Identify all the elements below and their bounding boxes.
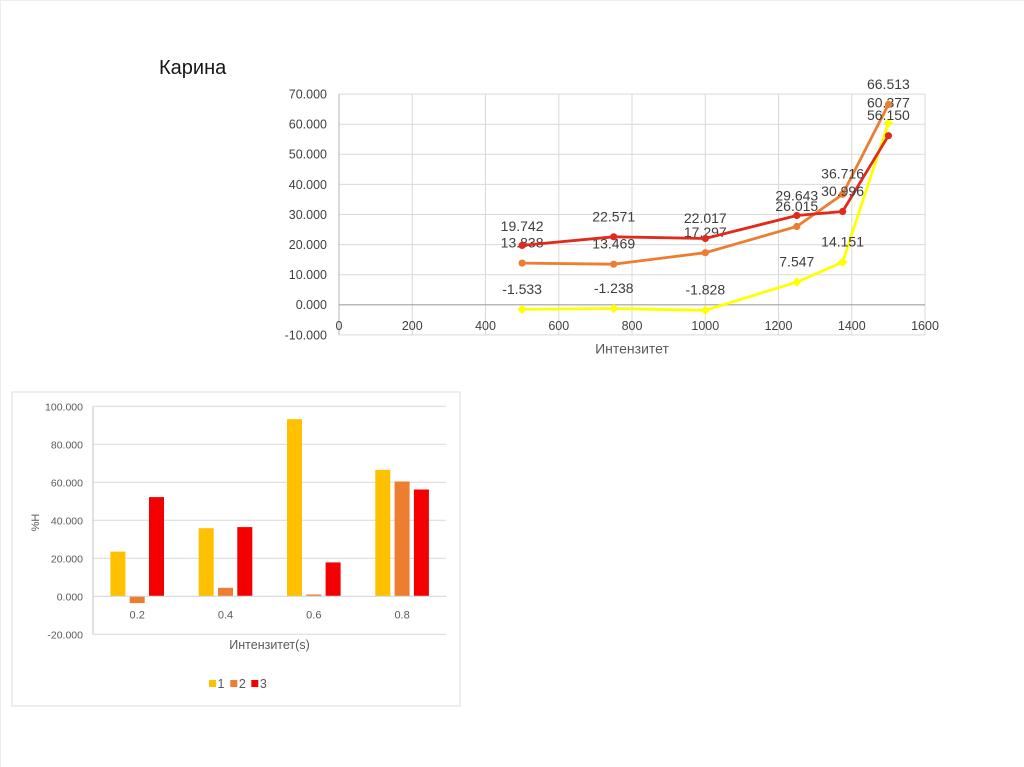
- svg-text:0.4: 0.4: [218, 610, 233, 622]
- svg-text:30.000: 30.000: [289, 208, 327, 222]
- svg-text:20.000: 20.000: [51, 553, 83, 565]
- svg-text:29.643: 29.643: [775, 188, 818, 204]
- svg-text:0.6: 0.6: [306, 610, 321, 622]
- svg-text:50.000: 50.000: [289, 148, 327, 162]
- svg-text:0: 0: [336, 319, 343, 333]
- svg-text:600: 600: [548, 319, 569, 333]
- svg-text:Интензитет(s): Интензитет(s): [229, 638, 309, 652]
- svg-text:26.015: 26.015: [775, 198, 818, 214]
- svg-text:-20.000: -20.000: [47, 629, 83, 641]
- svg-text:66.513: 66.513: [867, 76, 910, 92]
- svg-text:40.000: 40.000: [289, 178, 327, 192]
- svg-text:20.000: 20.000: [289, 238, 327, 252]
- svg-text:1200: 1200: [765, 319, 793, 333]
- svg-text:100.000: 100.000: [45, 402, 83, 414]
- svg-text:80.000: 80.000: [51, 439, 83, 451]
- svg-text:22.571: 22.571: [592, 208, 635, 224]
- svg-text:200: 200: [402, 319, 423, 333]
- svg-text:56.150: 56.150: [867, 107, 910, 123]
- svg-text:1: 1: [218, 677, 225, 691]
- svg-text:1600: 1600: [911, 319, 939, 333]
- svg-text:22.017: 22.017: [684, 210, 727, 226]
- svg-text:Интензитет: Интензитет: [595, 341, 669, 357]
- svg-text:2: 2: [239, 677, 246, 691]
- svg-text:36.716: 36.716: [821, 166, 864, 182]
- svg-text:1000: 1000: [691, 319, 719, 333]
- svg-text:-1.828: -1.828: [685, 282, 725, 298]
- svg-text:40.000: 40.000: [51, 515, 83, 527]
- svg-text:13.469: 13.469: [592, 236, 635, 252]
- svg-text:60.000: 60.000: [51, 477, 83, 489]
- svg-text:-1.533: -1.533: [502, 281, 542, 297]
- svg-text:0.000: 0.000: [57, 591, 83, 603]
- svg-text:10.000: 10.000: [289, 268, 327, 282]
- svg-text:0.8: 0.8: [394, 610, 409, 622]
- svg-text:%H: %H: [30, 514, 42, 532]
- svg-text:70.000: 70.000: [289, 88, 327, 102]
- svg-text:0.2: 0.2: [130, 610, 145, 622]
- svg-text:60.000: 60.000: [289, 118, 327, 132]
- svg-text:-10.000: -10.000: [285, 328, 327, 342]
- svg-text:14.151: 14.151: [821, 234, 864, 250]
- svg-text:19.742: 19.742: [501, 218, 544, 234]
- svg-text:30.996: 30.996: [821, 183, 864, 199]
- svg-text:800: 800: [622, 319, 643, 333]
- svg-text:3: 3: [260, 677, 267, 691]
- svg-text:7.547: 7.547: [779, 254, 814, 270]
- svg-text:400: 400: [475, 319, 496, 333]
- svg-text:1400: 1400: [838, 319, 866, 333]
- svg-text:-1.238: -1.238: [594, 280, 634, 296]
- svg-text:0.000: 0.000: [296, 298, 327, 312]
